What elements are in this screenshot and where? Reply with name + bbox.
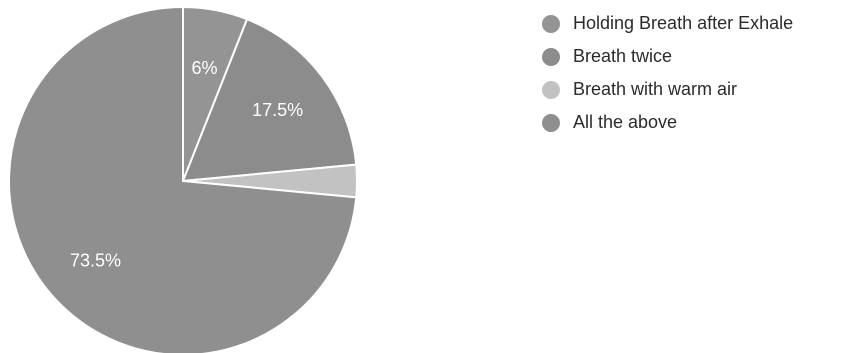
pie-label-holding-breath-after-exhale: 6%	[192, 58, 218, 78]
legend-item-holding-breath-after-exhale: Holding Breath after Exhale	[542, 10, 793, 37]
legend-label: All the above	[573, 112, 678, 132]
legend-swatch	[542, 14, 560, 33]
legend-swatch	[542, 47, 560, 66]
pie-slice-breath-twice	[181, 17, 358, 183]
legend-swatch	[542, 113, 560, 132]
legend-item-all-the-above: All the above	[542, 109, 793, 136]
legend: Holding Breath after Exhale Breath twice B…	[542, 10, 793, 142]
pie-slice-all-the-above	[8, 5, 358, 353]
legend-label: Breath with warm air	[573, 79, 738, 99]
legend-swatch	[542, 80, 560, 99]
pie-data-labels: 6% 17.5% 73.5%	[70, 58, 303, 270]
pie-label-all-the-above: 73.5%	[70, 251, 121, 271]
pie-chart: 6% 17.5% 73.5%	[8, 5, 358, 353]
legend-label: Holding Breath after Exhale	[573, 13, 794, 33]
pie-slices	[8, 5, 358, 353]
pie-label-breath-twice: 17.5%	[252, 100, 303, 120]
legend-item-breath-with-warm-air: Breath with warm air	[542, 76, 793, 103]
legend-item-breath-twice: Breath twice	[542, 43, 793, 70]
legend-label: Breath twice	[573, 46, 673, 66]
